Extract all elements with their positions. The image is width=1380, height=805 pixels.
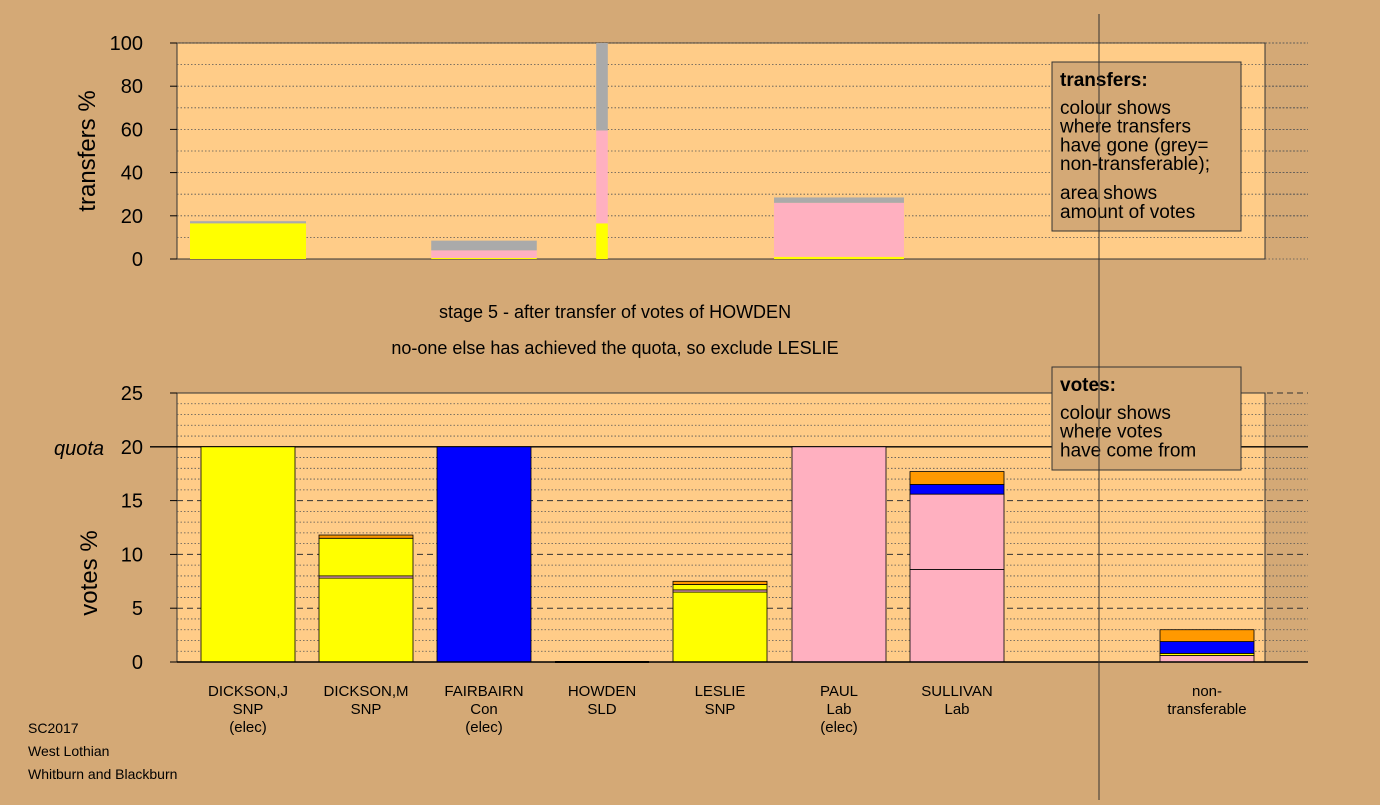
candidate-label: Con bbox=[470, 701, 498, 718]
transfers-legend-line: colour shows bbox=[1060, 98, 1171, 119]
council-name: West Lothian bbox=[28, 743, 110, 759]
vote-bar-segment bbox=[1159, 641, 1255, 654]
vote-bar-segment bbox=[436, 446, 532, 663]
candidate-label: SULLIVAN bbox=[921, 683, 992, 700]
transfers-legend-line: where transfers bbox=[1059, 117, 1191, 138]
transfers-tick-label: 60 bbox=[121, 119, 143, 141]
transfer-bar-segment bbox=[596, 43, 608, 131]
candidate-label: PAUL bbox=[820, 683, 858, 700]
transfers-legend-line: area shows bbox=[1060, 183, 1157, 204]
vote-bar-segment bbox=[909, 471, 1005, 485]
vote-bar-segment bbox=[909, 569, 1005, 663]
candidate-label: SNP bbox=[233, 701, 264, 718]
transfer-bar-segment bbox=[596, 130, 608, 224]
votes-legend-line: have come from bbox=[1060, 440, 1196, 461]
vote-bar-segment bbox=[909, 484, 1005, 495]
stage-subtitle: no-one else has achieved the quota, so e… bbox=[391, 338, 838, 358]
votes-legend-box bbox=[1051, 366, 1242, 471]
votes-tick-label: 15 bbox=[121, 491, 143, 513]
votes-legend-line: colour shows bbox=[1060, 403, 1171, 424]
vote-bar-segment bbox=[672, 584, 768, 591]
votes-tick-label: 20 bbox=[121, 437, 143, 459]
candidate-label: non- bbox=[1192, 683, 1222, 700]
transfer-bar-segment bbox=[190, 221, 306, 224]
votes-tick-label: 0 bbox=[132, 652, 143, 674]
candidate-label: LESLIE bbox=[695, 683, 746, 700]
votes-tick-label: 25 bbox=[121, 383, 143, 405]
transfer-bar-segment bbox=[774, 202, 904, 257]
votes-tick-label: 10 bbox=[121, 544, 143, 566]
quota-label: quota bbox=[54, 438, 104, 460]
vote-bar-segment bbox=[909, 493, 1005, 570]
transfer-bar-segment bbox=[431, 257, 537, 259]
vote-bar-segment bbox=[318, 537, 414, 577]
votes-tick-label: 5 bbox=[132, 598, 143, 620]
vote-bar-segment bbox=[318, 534, 414, 539]
transfers-tick-label: 20 bbox=[121, 206, 143, 228]
vote-bar-segment bbox=[318, 577, 414, 663]
vote-bar-segment bbox=[791, 446, 887, 663]
transfers-tick-label: 40 bbox=[121, 163, 143, 185]
votes-legend-title: votes: bbox=[1060, 375, 1116, 396]
transfers-tick-label: 0 bbox=[132, 249, 143, 271]
candidate-label: (elec) bbox=[820, 719, 858, 736]
candidate-label: SLD bbox=[587, 701, 616, 718]
election-code: SC2017 bbox=[28, 720, 79, 736]
candidate-label: DICKSON,M bbox=[323, 683, 408, 700]
vote-bar-segment bbox=[200, 446, 296, 663]
transfers-tick-label: 80 bbox=[121, 76, 143, 98]
votes-legend-line: where votes bbox=[1059, 422, 1162, 443]
transfer-bar-segment bbox=[190, 223, 306, 259]
transfers-legend-line: amount of votes bbox=[1060, 202, 1195, 223]
candidate-label: Lab bbox=[944, 701, 969, 718]
transfers-y-axis-label: transfers % bbox=[74, 90, 101, 211]
votes-y-axis-label: votes % bbox=[76, 530, 103, 615]
candidate-label: SNP bbox=[705, 701, 736, 718]
ward-name: Whitburn and Blackburn bbox=[28, 766, 178, 782]
candidate-label: Lab bbox=[826, 701, 851, 718]
vote-bar-segment bbox=[1159, 655, 1255, 663]
transfer-bar-segment bbox=[431, 250, 537, 258]
transfers-legend-title: transfers: bbox=[1060, 70, 1148, 91]
candidate-label: SNP bbox=[351, 701, 382, 718]
candidate-label: HOWDEN bbox=[568, 683, 636, 700]
transfers-legend-line: non-transferable); bbox=[1060, 154, 1210, 175]
transfer-bar-segment bbox=[774, 197, 904, 203]
vote-bar-segment bbox=[672, 591, 768, 663]
candidate-label: (elec) bbox=[229, 719, 267, 736]
transfers-legend-line: have gone (grey= bbox=[1060, 135, 1208, 156]
transfers-tick-label: 100 bbox=[110, 33, 143, 55]
stage-title: stage 5 - after transfer of votes of HOW… bbox=[439, 302, 791, 322]
candidate-label: FAIRBAIRN bbox=[444, 683, 523, 700]
transfer-bar-segment bbox=[431, 240, 537, 251]
transfers-legend-box bbox=[1051, 61, 1242, 232]
transfer-bar-segment bbox=[596, 223, 608, 259]
vote-bar-segment bbox=[1159, 629, 1255, 642]
vote-bar-segment bbox=[672, 580, 768, 585]
candidate-label: transferable bbox=[1167, 701, 1246, 718]
candidate-label: (elec) bbox=[465, 719, 503, 736]
transfer-bar-segment bbox=[774, 256, 904, 259]
candidate-label: DICKSON,J bbox=[208, 683, 288, 700]
